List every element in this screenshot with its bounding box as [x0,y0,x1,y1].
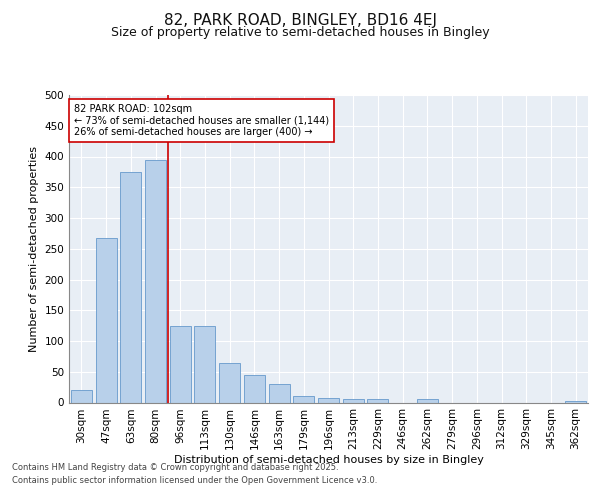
Y-axis label: Number of semi-detached properties: Number of semi-detached properties [29,146,39,352]
Bar [367,400,388,402]
Bar [244,375,265,402]
Bar [71,390,92,402]
Bar [145,160,166,402]
Text: 82, PARK ROAD, BINGLEY, BD16 4EJ: 82, PARK ROAD, BINGLEY, BD16 4EJ [163,12,437,28]
Bar [269,384,290,402]
Bar [219,362,240,403]
Text: 82 PARK ROAD: 102sqm
← 73% of semi-detached houses are smaller (1,144)
26% of se: 82 PARK ROAD: 102sqm ← 73% of semi-detac… [74,104,329,138]
Text: Size of property relative to semi-detached houses in Bingley: Size of property relative to semi-detach… [110,26,490,39]
Bar [565,400,586,402]
Bar [120,172,141,402]
Text: Contains HM Land Registry data © Crown copyright and database right 2025.: Contains HM Land Registry data © Crown c… [12,462,338,471]
X-axis label: Distribution of semi-detached houses by size in Bingley: Distribution of semi-detached houses by … [173,455,484,465]
Bar [194,326,215,402]
Bar [318,398,339,402]
Bar [170,326,191,402]
Text: Contains public sector information licensed under the Open Government Licence v3: Contains public sector information licen… [12,476,377,485]
Bar [417,400,438,402]
Bar [95,238,116,402]
Bar [343,399,364,402]
Bar [293,396,314,402]
